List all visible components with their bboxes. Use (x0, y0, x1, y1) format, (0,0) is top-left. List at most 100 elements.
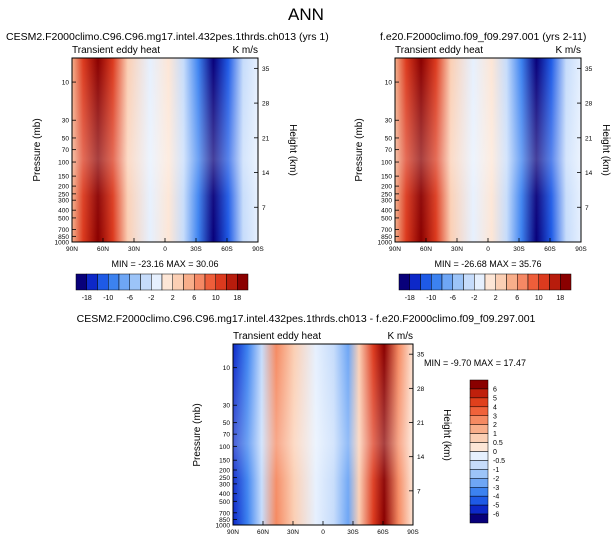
colorbar-swatch (226, 273, 238, 291)
y-tick-label: 250 (381, 191, 392, 198)
panel-top-right-stats: MIN = -26.68 MAX = 35.76 (434, 259, 541, 269)
height-tick-label: 21 (585, 135, 593, 142)
colorbar-label: 18 (556, 295, 564, 302)
colorbar-swatch (549, 273, 561, 291)
x-tick-label: 60N (97, 246, 109, 253)
colorbar-swatch (469, 442, 489, 452)
colorbar-label: 1 (493, 431, 497, 438)
colorbar-label: 3 (493, 413, 497, 420)
height-tick-label: 7 (262, 205, 266, 212)
colorbar-swatch (108, 273, 120, 291)
colorbar-label: 2 (171, 295, 175, 302)
y-tick-label: 50 (223, 420, 231, 427)
x-tick-label: 90N (227, 529, 239, 536)
x-tick-label: 60N (420, 246, 432, 253)
y-tick-label: 100 (219, 444, 230, 451)
colorbar-label: 6 (192, 295, 196, 302)
height-tick-label: 14 (262, 170, 270, 177)
x-tick-label: 60S (544, 246, 556, 253)
y-tick-label: 850 (219, 517, 230, 524)
colorbar-label: -0.5 (493, 458, 505, 465)
panel-top-right-title: f.e20.F2000climo.f09_f09.297.001 (yrs 2-… (380, 31, 586, 43)
y-tick-label: 10 (62, 80, 70, 87)
colorbar-swatch (484, 273, 496, 291)
colorbar-swatch (409, 273, 421, 291)
colorbar-label: -6 (450, 295, 456, 302)
panel-difference-units: K m/s (387, 331, 413, 342)
colorbar-label: -1 (493, 467, 499, 474)
y-tick-label: 500 (58, 215, 69, 222)
colorbar-swatch (118, 273, 130, 291)
colorbar-swatch (452, 273, 464, 291)
colorbar-label: 0 (493, 449, 497, 456)
colorbar-swatch (469, 433, 489, 443)
colorbar-label: -18 (82, 295, 92, 302)
colorbar-swatch (469, 397, 489, 408)
colorbar-swatch (86, 273, 98, 291)
colorbar-swatch (474, 273, 486, 291)
panel-top-right: f.e20.F2000climo.f09_f09.297.001 (yrs 2-… (354, 31, 611, 302)
y-tick-label: 1000 (55, 240, 70, 247)
colorbar-swatch (194, 273, 206, 291)
y-tick-label: 400 (219, 491, 230, 498)
height-tick-label: 28 (417, 386, 425, 393)
x-tick-label: 0 (321, 529, 325, 536)
colorbar-swatch (151, 273, 163, 291)
panel-top-left-ylabel-right: Height (km) (287, 124, 298, 176)
colorbar-label: 2 (493, 422, 497, 429)
colorbar-swatch (183, 273, 195, 291)
y-tick-label: 500 (219, 499, 230, 506)
y-tick-label: 1000 (378, 240, 393, 247)
panel-top-left-colorbar: -18 -10 -6 -2 2 6 10 18 (75, 273, 249, 302)
panel-difference-ylabel: Pressure (mb) (192, 403, 203, 466)
y-tick-label: 700 (58, 227, 69, 234)
panel-difference-xticks: 90N 60N 30N 0 30S 60S 90S (227, 521, 419, 536)
height-tick-label: 14 (417, 454, 425, 461)
panel-top-left-subtitle: Transient eddy heat (72, 45, 160, 56)
colorbar-label: -2 (148, 295, 154, 302)
y-tick-label: 250 (219, 475, 230, 482)
colorbar-swatch (75, 273, 87, 291)
y-tick-label: 70 (385, 147, 393, 154)
colorbar-label: 6 (493, 386, 497, 393)
panel-top-left-height-ticks: 35 28 21 14 7 (254, 66, 270, 212)
panel-difference-subtitle: Transient eddy heat (233, 331, 321, 342)
colorbar-label: 10 (212, 295, 220, 302)
colorbar-swatch (161, 273, 173, 291)
x-tick-label: 90S (407, 529, 419, 536)
y-tick-label: 50 (385, 135, 393, 142)
y-tick-label: 200 (381, 184, 392, 191)
x-tick-label: 90N (66, 246, 78, 253)
panel-top-right-colorbar: -18 -10 -6 -2 2 6 10 18 (398, 273, 572, 302)
x-tick-label: 90N (389, 246, 401, 253)
height-tick-label: 28 (585, 101, 593, 108)
y-tick-label: 300 (219, 481, 230, 488)
colorbar-swatch (215, 273, 227, 291)
panel-difference-shading (233, 344, 413, 525)
x-tick-label: 0 (486, 246, 490, 253)
panel-top-right-ylabel: Pressure (mb) (354, 118, 365, 181)
height-tick-label: 21 (417, 420, 425, 427)
y-tick-label: 150 (219, 458, 230, 465)
y-tick-label: 1000 (216, 523, 231, 530)
colorbar-swatch (469, 513, 489, 524)
x-tick-label: 0 (163, 246, 167, 253)
colorbar-label: 6 (515, 295, 519, 302)
y-tick-label: 250 (58, 191, 69, 198)
panel-difference-stats: MIN = -9.70 MAX = 17.47 (424, 358, 526, 368)
panel-top-left-shading (72, 58, 258, 242)
colorbar-swatch (469, 379, 489, 390)
y-tick-label: 850 (381, 234, 392, 241)
y-tick-label: 30 (223, 403, 231, 410)
x-tick-label: 30S (347, 529, 359, 536)
panel-top-right-subtitle: Transient eddy heat (395, 45, 483, 56)
y-tick-label: 300 (58, 198, 69, 205)
height-tick-label: 28 (262, 101, 270, 108)
y-tick-label: 700 (381, 227, 392, 234)
panel-top-left: CESM2.F2000climo.C96.C96.mg17.intel.432p… (6, 31, 329, 302)
colorbar-label: -2 (493, 476, 499, 483)
panel-difference-colorbar: 6 5 4 3 2 1 0.5 0 -0.5 -1 -2 -3 -4 -5 -6 (469, 379, 505, 524)
